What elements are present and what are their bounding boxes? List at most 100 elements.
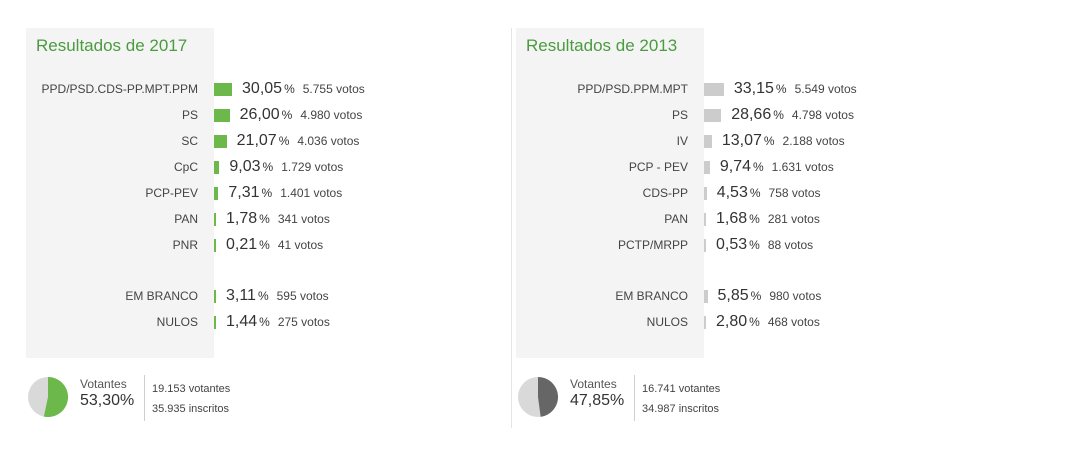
result-bar xyxy=(704,135,712,148)
vote-count: 468 votos xyxy=(767,315,820,329)
result-percentage: 21,07% 4.036 votos xyxy=(237,132,360,150)
percentage-value: 1,78 xyxy=(226,210,258,227)
party-name: PCP-PEV xyxy=(145,186,198,200)
vote-count: 980 votos xyxy=(769,289,822,303)
result-row: EM BRANCO 3,11% 595 votos xyxy=(26,287,496,307)
percentage-value: 2,80 xyxy=(716,313,748,330)
turnout-percentage: 53,30% xyxy=(80,392,135,409)
result-percentage: 0,21% 41 votos xyxy=(226,236,323,254)
result-bar xyxy=(214,161,220,174)
result-percentage: 33,15% 5.549 votos xyxy=(734,80,857,98)
result-bar xyxy=(704,83,724,96)
percent-sign: % xyxy=(749,212,760,226)
result-bar xyxy=(214,290,216,303)
panel-divider xyxy=(511,28,512,428)
party-name: PAN xyxy=(664,212,688,226)
result-bar xyxy=(704,161,710,174)
result-percentage: 3,11% 595 votos xyxy=(226,287,329,305)
percentage-value: 30,05 xyxy=(242,80,283,97)
result-percentage: 1,68% 281 votos xyxy=(716,210,820,228)
percentage-value: 26,00 xyxy=(239,106,280,123)
result-row: PNR 0,21% 41 votos xyxy=(26,236,496,256)
party-name: PPD/PSD.PPM.MPT xyxy=(577,82,688,96)
result-bar xyxy=(704,187,707,200)
vote-count: 341 votos xyxy=(277,212,330,226)
result-bar xyxy=(214,316,216,329)
result-bar xyxy=(704,213,706,226)
party-label-column xyxy=(26,28,214,358)
summary-divider xyxy=(634,375,635,421)
vote-count: 1.401 votos xyxy=(280,186,343,200)
vote-count: 5.549 votos xyxy=(794,82,857,96)
percentage-value: 1,44 xyxy=(226,313,258,330)
party-name: PCTP/MRPP xyxy=(617,238,688,252)
turnout-percentage: 47,85% xyxy=(570,392,625,409)
percentage-value: 0,21 xyxy=(226,236,258,253)
percent-sign: % xyxy=(749,186,761,200)
vote-count: 4.980 votos xyxy=(300,108,363,122)
results-panel-2017: Resultados de 2017 PPD/PSD.CDS-PP.MPT.PP… xyxy=(26,28,496,428)
party-name: SC xyxy=(181,134,198,148)
party-name: PNR xyxy=(172,238,198,252)
panel-title: Resultados de 2013 xyxy=(526,36,678,55)
percentage-value: 9,74 xyxy=(719,158,751,175)
percent-sign: % xyxy=(749,238,760,252)
turnout-summary: Votantes 47,85% 16.741 votantes 34.987 i… xyxy=(516,375,816,421)
turnout-label: Votantes xyxy=(80,377,127,391)
vote-count: 41 votos xyxy=(277,238,324,252)
percent-sign: % xyxy=(763,134,775,148)
result-percentage: 13,07% 2.188 votos xyxy=(722,132,845,150)
percent-sign: % xyxy=(284,82,295,96)
result-row: PCP - PEV 9,74% 1.631 votos xyxy=(516,158,986,178)
result-percentage: 30,05% 5.755 votos xyxy=(242,80,365,98)
percentage-value: 33,15 xyxy=(733,80,774,97)
party-name: CpC xyxy=(173,160,198,174)
result-bar xyxy=(214,109,230,122)
result-row: NULOS 1,44% 275 votos xyxy=(26,313,496,333)
result-row: EM BRANCO 5,85% 980 votos xyxy=(516,287,986,307)
registered-count: 35.935 inscritos xyxy=(152,403,230,415)
results-panel-2013: Resultados de 2013 PPD/PSD.PPM.MPT 33,15%… xyxy=(516,28,986,428)
vote-count: 88 votos xyxy=(767,238,814,252)
result-bar xyxy=(214,187,219,200)
percent-sign: % xyxy=(281,108,293,122)
percent-sign: % xyxy=(278,134,290,148)
percentage-value: 4,53 xyxy=(716,184,748,201)
result-bar xyxy=(214,83,233,96)
percent-sign: % xyxy=(749,315,760,329)
result-row: SC 21,07% 4.036 votos xyxy=(26,132,496,152)
percent-sign: % xyxy=(752,160,764,174)
percentage-value: 28,66 xyxy=(731,106,772,123)
turnout-summary: Votantes 53,30% 19.153 votantes 35.935 i… xyxy=(26,375,326,421)
percent-sign: % xyxy=(259,212,270,226)
result-bar xyxy=(704,239,706,252)
vote-count: 1.631 votos xyxy=(771,160,834,174)
result-percentage: 1,44% 275 votos xyxy=(226,313,330,331)
vote-count: 2.188 votos xyxy=(782,134,845,148)
percentage-value: 13,07 xyxy=(721,132,762,149)
party-name: IV xyxy=(676,134,688,148)
result-row: PPD/PSD.PPM.MPT 33,15% 5.549 votos xyxy=(516,80,986,100)
result-row: CDS-PP 4,53% 758 votos xyxy=(516,184,986,204)
percent-sign: % xyxy=(259,315,270,329)
result-bar xyxy=(214,213,216,226)
percent-sign: % xyxy=(750,289,762,303)
result-percentage: 9,74% 1.631 votos xyxy=(720,158,834,176)
result-row: PS 28,66% 4.798 votos xyxy=(516,106,986,126)
percent-sign: % xyxy=(773,108,784,122)
vote-count: 4.036 votos xyxy=(297,134,360,148)
party-name: CDS-PP xyxy=(642,186,688,200)
result-percentage: 9,03% 1.729 votos xyxy=(229,158,343,176)
vote-count: 1.729 votos xyxy=(281,160,344,174)
result-bar xyxy=(704,109,722,122)
party-name: PCP - PEV xyxy=(628,160,688,174)
result-row: PAN 1,68% 281 votos xyxy=(516,210,986,230)
summary-divider xyxy=(144,375,145,421)
result-row: PCTP/MRPP 0,53% 88 votos xyxy=(516,236,986,256)
percent-sign: % xyxy=(775,82,787,96)
pie-turnout-slice xyxy=(43,377,68,417)
party-name: PPD/PSD.CDS-PP.MPT.PPM xyxy=(41,82,198,96)
party-name: NULOS xyxy=(646,315,688,329)
pie-turnout-slice xyxy=(538,377,558,417)
result-percentage: 0,53% 88 votos xyxy=(716,236,813,254)
